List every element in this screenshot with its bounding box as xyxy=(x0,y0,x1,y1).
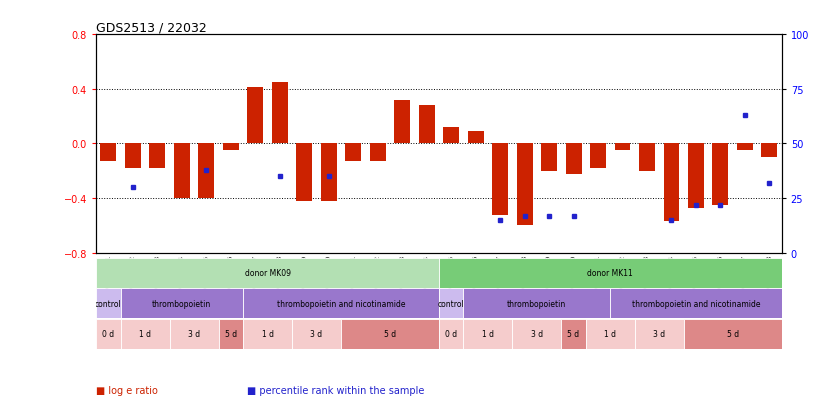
Bar xyxy=(443,128,459,144)
Bar xyxy=(198,144,214,199)
Text: thrombopoietin and nicotinamide: thrombopoietin and nicotinamide xyxy=(277,299,405,308)
Bar xyxy=(345,144,361,162)
Bar xyxy=(341,319,439,349)
Bar xyxy=(688,144,704,208)
Bar xyxy=(762,144,777,158)
Text: 1 d: 1 d xyxy=(604,330,616,339)
Bar xyxy=(223,144,239,151)
Text: 3 d: 3 d xyxy=(188,330,200,339)
Bar xyxy=(561,319,586,349)
Text: 0 d: 0 d xyxy=(102,330,115,339)
Bar xyxy=(321,144,337,202)
Bar xyxy=(395,100,410,144)
Bar xyxy=(467,132,483,144)
Bar xyxy=(174,144,190,199)
Text: thrombopoietin: thrombopoietin xyxy=(507,299,567,308)
Text: 5 d: 5 d xyxy=(726,330,739,339)
Bar xyxy=(610,289,782,318)
Bar xyxy=(541,144,557,171)
Bar xyxy=(635,319,684,349)
Text: 5 d: 5 d xyxy=(384,330,396,339)
Bar xyxy=(120,289,243,318)
Bar xyxy=(439,258,782,288)
Bar xyxy=(737,144,753,151)
Text: donor MK11: donor MK11 xyxy=(588,268,633,278)
Bar xyxy=(712,144,728,206)
Text: thrombopoietin: thrombopoietin xyxy=(152,299,212,308)
Text: 1 d: 1 d xyxy=(139,330,151,339)
Text: 3 d: 3 d xyxy=(531,330,543,339)
Bar xyxy=(120,319,170,349)
Bar xyxy=(439,319,463,349)
Text: donor MK09: donor MK09 xyxy=(244,268,291,278)
Bar xyxy=(566,144,582,174)
Bar xyxy=(512,319,561,349)
Text: thrombopoietin and nicotinamide: thrombopoietin and nicotinamide xyxy=(632,299,760,308)
Bar xyxy=(170,319,218,349)
Bar xyxy=(517,144,533,226)
Bar xyxy=(218,319,243,349)
Text: 1 d: 1 d xyxy=(482,330,494,339)
Bar xyxy=(125,144,140,169)
Bar xyxy=(439,289,463,318)
Text: 3 d: 3 d xyxy=(653,330,665,339)
Bar xyxy=(614,144,630,151)
Bar xyxy=(243,319,292,349)
Bar xyxy=(684,319,782,349)
Text: ■ percentile rank within the sample: ■ percentile rank within the sample xyxy=(247,385,424,395)
Bar xyxy=(586,319,635,349)
Bar xyxy=(243,289,439,318)
Text: GDS2513 / 22032: GDS2513 / 22032 xyxy=(96,21,206,34)
Bar xyxy=(639,144,655,171)
Bar xyxy=(96,289,120,318)
Text: ■ log e ratio: ■ log e ratio xyxy=(96,385,158,395)
Bar xyxy=(150,144,166,169)
Text: control: control xyxy=(95,299,122,308)
Bar xyxy=(292,319,341,349)
Bar xyxy=(247,88,263,144)
Bar xyxy=(590,144,606,169)
Text: 0 d: 0 d xyxy=(445,330,457,339)
Bar xyxy=(370,144,385,162)
Bar xyxy=(664,144,680,222)
Text: 1 d: 1 d xyxy=(262,330,273,339)
Bar xyxy=(100,144,116,162)
Bar xyxy=(96,258,439,288)
Text: 5 d: 5 d xyxy=(568,330,579,339)
Text: 3 d: 3 d xyxy=(310,330,323,339)
Bar xyxy=(96,319,120,349)
Bar xyxy=(492,144,508,215)
Bar xyxy=(272,83,288,144)
Bar xyxy=(463,319,512,349)
Bar xyxy=(296,144,312,202)
Text: control: control xyxy=(438,299,465,308)
Bar xyxy=(419,106,435,144)
Text: 5 d: 5 d xyxy=(225,330,237,339)
Bar xyxy=(463,289,610,318)
